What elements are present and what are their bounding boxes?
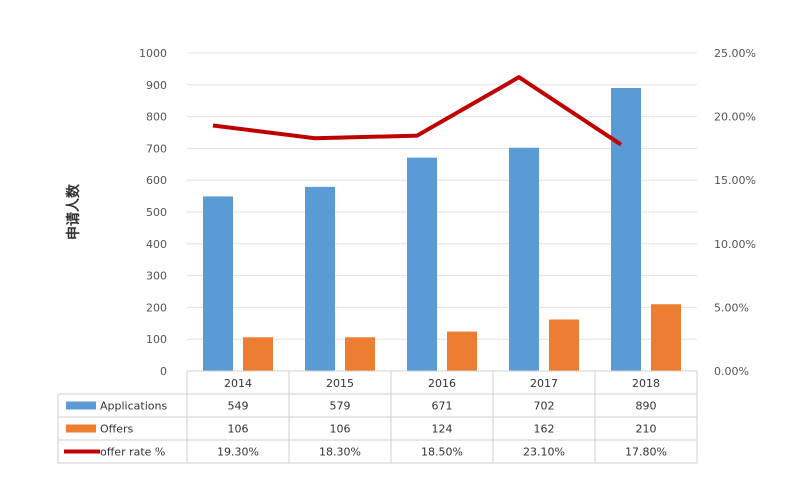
y-tick-label: 300: [146, 270, 167, 283]
y-tick-label: 0: [160, 365, 167, 378]
data-label: 702: [534, 400, 555, 413]
x-tick-label: 2018: [632, 377, 660, 390]
y-tick-label: 700: [146, 142, 167, 155]
data-label: 18.50%: [421, 446, 463, 459]
data-label: 210: [636, 423, 657, 436]
y-axis-title: 申请人数: [65, 183, 82, 240]
x-tick-label: 2017: [530, 377, 558, 390]
legend-label: Applications: [100, 400, 167, 413]
gridlines: [187, 52, 697, 340]
y2-tick-label: 20.00%: [714, 111, 756, 124]
x-tick-label: 2014: [224, 377, 252, 390]
y2-tick-label: 10.00%: [714, 238, 756, 251]
y-tick-label: 900: [146, 79, 167, 92]
rate-line-series: [212, 75, 623, 147]
left-axis-ticks: 0 100 200 300 400 500 600 700 800 900 1000: [139, 47, 167, 378]
data-label: 890: [636, 400, 657, 413]
legend-label: offer rate %: [100, 446, 165, 459]
y2-tick-label: 5.00%: [714, 301, 749, 314]
y2-tick-label: 25.00%: [714, 47, 756, 60]
offer-rate-line: [212, 75, 623, 147]
offers-bar: [651, 304, 681, 371]
data-table: 2014 2015 2016 2017 2018 Applications 549 579 67…: [57, 371, 698, 464]
y-tick-label: 600: [146, 174, 167, 187]
applications-bar: [203, 196, 233, 371]
legend-key-applications: [66, 401, 96, 410]
data-label: 106: [228, 423, 249, 436]
y-tick-label: 500: [146, 206, 167, 219]
data-label: 124: [432, 423, 453, 436]
legend-key-offers: [66, 424, 96, 433]
data-label: 19.30%: [217, 446, 259, 459]
data-label: 23.10%: [523, 446, 565, 459]
applications-bar: [509, 147, 539, 371]
applications-bar: [407, 157, 437, 371]
data-label: 671: [432, 400, 453, 413]
offers-bar: [447, 331, 477, 371]
y-tick-label: 1000: [139, 47, 167, 60]
data-label: 18.30%: [319, 446, 361, 459]
applications-bar: [611, 87, 641, 371]
legend-label: Offers: [100, 423, 134, 436]
y2-tick-label: 15.00%: [714, 174, 756, 187]
data-label: 162: [534, 423, 555, 436]
y-tick-label: 400: [146, 238, 167, 251]
bar-series: [203, 87, 681, 371]
offers-bar: [243, 337, 273, 371]
offers-bar: [549, 319, 579, 371]
x-tick-label: 2015: [326, 377, 354, 390]
y2-tick-label: 0.00%: [714, 365, 749, 378]
data-label: 549: [228, 400, 249, 413]
x-tick-label: 2016: [428, 377, 456, 390]
applications-bar: [305, 186, 335, 371]
right-axis-ticks: 0.00% 5.00% 10.00% 15.00% 20.00% 25.00%: [714, 47, 756, 378]
data-label: 579: [330, 400, 351, 413]
offers-bar: [345, 337, 375, 371]
data-label: 106: [330, 423, 351, 436]
y-tick-label: 200: [146, 301, 167, 314]
y-tick-label: 100: [146, 333, 167, 346]
y-tick-label: 800: [146, 111, 167, 124]
data-label: 17.80%: [625, 446, 667, 459]
